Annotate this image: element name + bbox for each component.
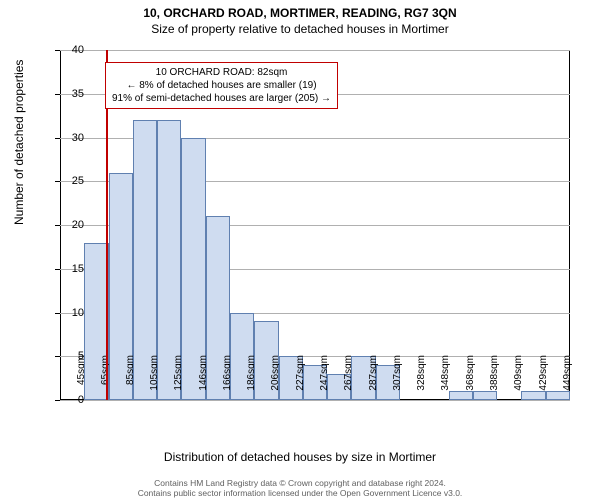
annotation-line: 10 ORCHARD ROAD: 82sqm <box>112 66 331 79</box>
footer-line2: Contains public sector information licen… <box>0 488 600 498</box>
annotation-box: 10 ORCHARD ROAD: 82sqm← 8% of detached h… <box>105 62 338 109</box>
xtick-label: 449sqm <box>562 355 573 405</box>
annotation-line: 91% of semi-detached houses are larger (… <box>112 92 331 105</box>
y-axis-label: Number of detached properties <box>12 60 26 225</box>
ytick-label: 5 <box>54 350 84 362</box>
ytick-label: 35 <box>54 88 84 100</box>
ytick-label: 30 <box>54 132 84 144</box>
footer-line1: Contains HM Land Registry data © Crown c… <box>0 478 600 488</box>
title-main: 10, ORCHARD ROAD, MORTIMER, READING, RG7… <box>0 0 600 20</box>
xtick-label: 388sqm <box>489 355 500 405</box>
chart-container: 10, ORCHARD ROAD, MORTIMER, READING, RG7… <box>0 0 600 500</box>
ytick-label: 25 <box>54 175 84 187</box>
gridline <box>60 50 570 51</box>
xtick-label: 307sqm <box>392 355 403 405</box>
title-sub: Size of property relative to detached ho… <box>0 20 600 36</box>
ytick-label: 20 <box>54 219 84 231</box>
xtick-label: 328sqm <box>416 355 427 405</box>
footer-attribution: Contains HM Land Registry data © Crown c… <box>0 478 600 498</box>
ytick-label: 10 <box>54 307 84 319</box>
ytick-label: 15 <box>54 263 84 275</box>
plot-area: 45sqm65sqm85sqm105sqm125sqm146sqm166sqm1… <box>60 50 570 400</box>
annotation-line: ← 8% of detached houses are smaller (19) <box>112 79 331 92</box>
ytick-label: 40 <box>54 44 84 56</box>
ytick-label: 0 <box>54 394 84 406</box>
x-axis-label: Distribution of detached houses by size … <box>0 450 600 464</box>
